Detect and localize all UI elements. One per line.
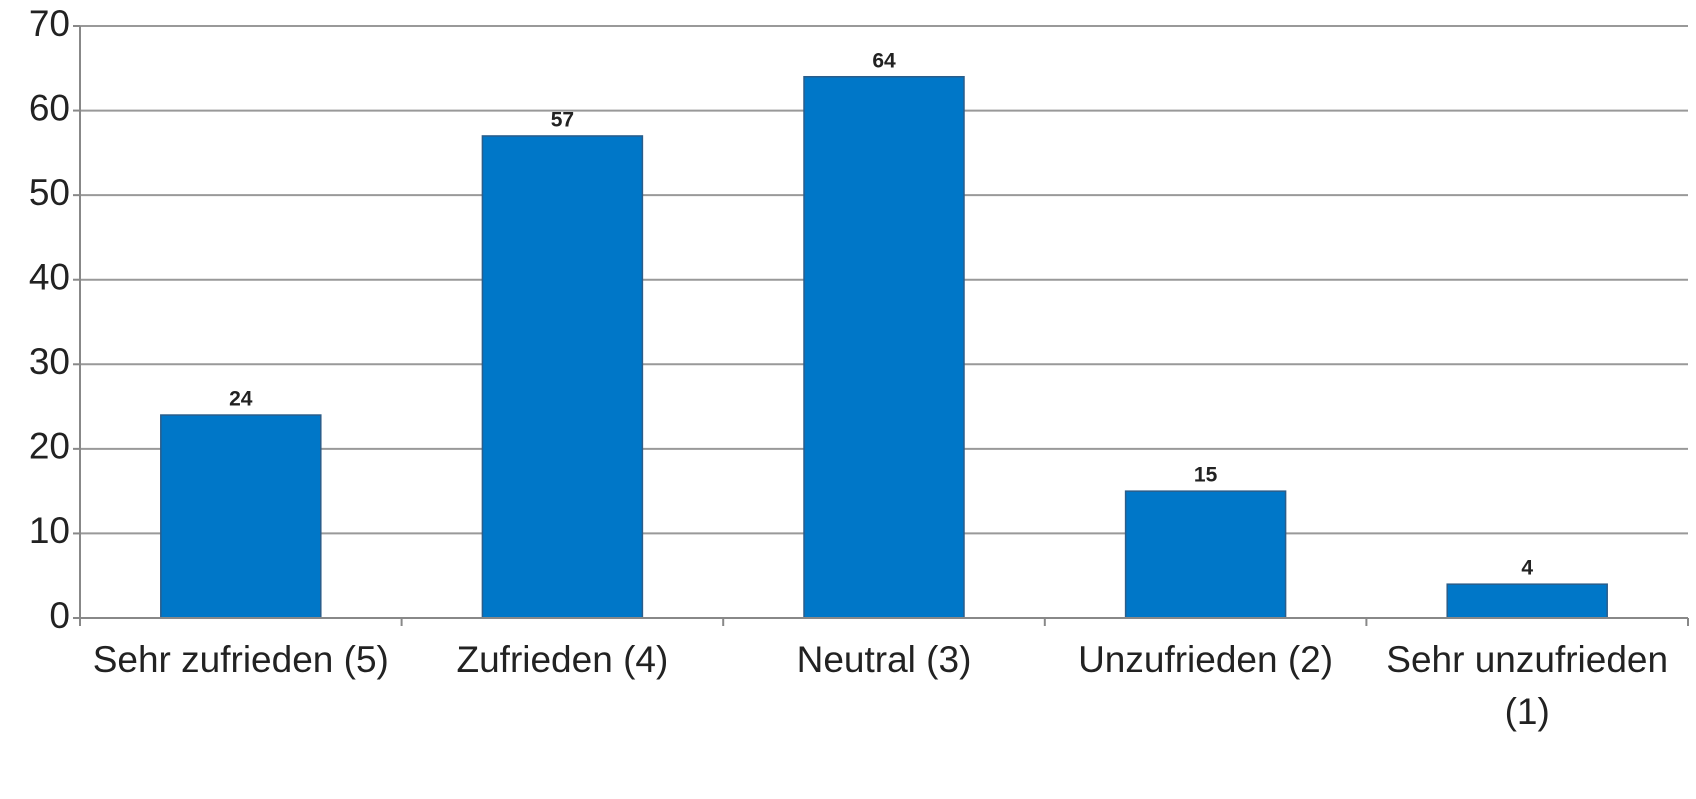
x-tick-label: Neutral (3) <box>796 639 972 680</box>
y-tick-label: 0 <box>49 595 70 636</box>
data-label: 15 <box>1194 464 1218 487</box>
y-tick-label: 10 <box>29 510 70 551</box>
bar <box>803 75 965 619</box>
data-label: 64 <box>872 49 896 72</box>
y-tick-label: 50 <box>29 172 70 213</box>
y-tick-label: 40 <box>29 256 70 297</box>
y-tick-label: 30 <box>29 341 70 382</box>
x-tick-label: Sehr unzufrieden (1) <box>1386 639 1669 732</box>
x-tick-label: Unzufrieden (2) <box>1078 639 1334 680</box>
y-tick-label: 60 <box>29 87 70 128</box>
bar <box>481 135 644 619</box>
x-tick-label: Zufrieden (4) <box>456 639 669 680</box>
x-tick-label: Sehr zufrieden (5) <box>92 639 389 680</box>
y-tick-label: 70 <box>29 3 70 44</box>
data-label: 57 <box>551 108 574 131</box>
data-label: 4 <box>1521 557 1533 580</box>
bar <box>1446 583 1608 619</box>
bar <box>160 414 322 619</box>
bar <box>1124 490 1287 619</box>
data-label: 24 <box>229 388 253 411</box>
y-tick-label: 20 <box>29 426 70 467</box>
